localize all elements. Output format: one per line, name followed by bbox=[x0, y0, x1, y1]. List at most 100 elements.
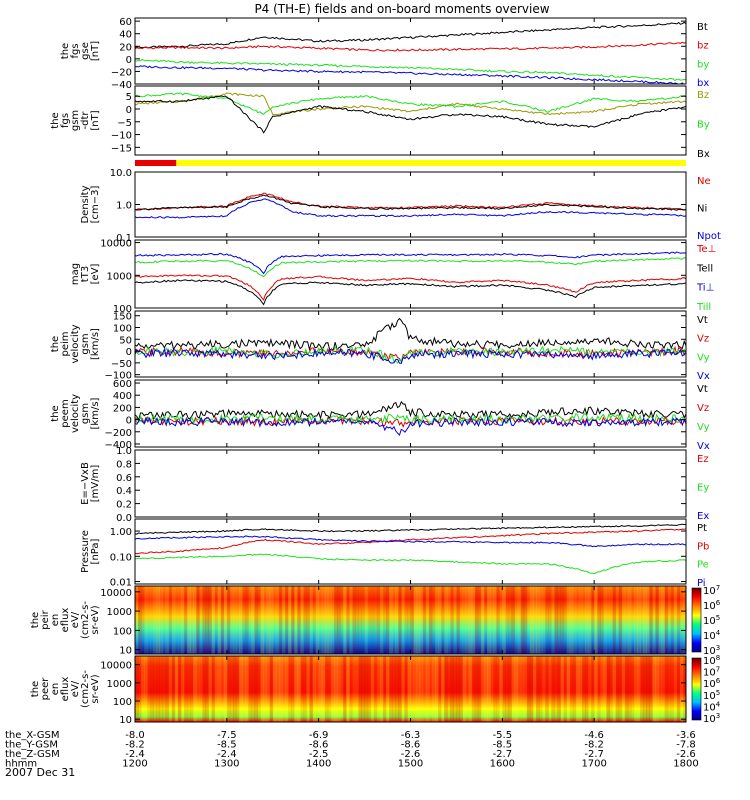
y-axis-label: the peim velocity gsm [km/s] bbox=[50, 324, 101, 363]
ephemeris-value: 1400 bbox=[306, 759, 331, 770]
colorbar-peer_en_eflux bbox=[691, 657, 702, 721]
y-tick-label: 200 bbox=[113, 403, 132, 414]
y-axis-label-line: E=−VxB bbox=[80, 462, 91, 505]
y-axis-label-line: gsm bbox=[80, 403, 91, 424]
legend-label: Te⊥ bbox=[696, 244, 716, 255]
panel-frame bbox=[134, 17, 687, 85]
ephemeris-value: 1500 bbox=[398, 759, 423, 770]
series-line-By bbox=[135, 92, 686, 116]
series-group bbox=[135, 317, 686, 364]
ephemeris-value: -8.6 bbox=[401, 740, 421, 751]
series-line-Te⊥ bbox=[135, 274, 686, 301]
y-tick-label: 0.4 bbox=[116, 486, 132, 497]
y-tick-label: 10000 bbox=[100, 588, 132, 599]
ephemeris-block: the_X-GSM -8.0 -7.5 -6.9 -6.3 -5.5 -4.6 -3.6 the… bbox=[5, 730, 699, 770]
y-axis-label-line: gse bbox=[80, 42, 91, 60]
y-axis-label: the peer en eflux eV/(cm2-s-sr-eV) bbox=[30, 670, 101, 708]
series-line-Vz bbox=[135, 345, 686, 364]
y-axis-label: the fgs gse [nT] bbox=[60, 41, 101, 61]
ephemeris-value: -6.9 bbox=[309, 730, 329, 741]
y-tick-label: 1000 bbox=[107, 607, 132, 618]
legend-label: Vy bbox=[697, 352, 710, 363]
legend-label: Pi bbox=[697, 578, 706, 589]
series-line-Vt bbox=[135, 317, 686, 352]
colorbar-tick-label: 107 bbox=[703, 584, 720, 597]
legend-label: Tell bbox=[696, 263, 713, 274]
status-bar-yellow bbox=[176, 160, 686, 166]
y-axis-label-line: [mV/m] bbox=[90, 465, 101, 503]
y-axis-label-line: Density bbox=[80, 185, 91, 223]
legend-label: Bt bbox=[697, 22, 708, 33]
series-group bbox=[135, 192, 686, 219]
y-tick-label: 0.1 bbox=[116, 233, 132, 244]
y-tick-label: −40 bbox=[111, 80, 132, 91]
panel-frame bbox=[134, 171, 687, 238]
ephemeris-value: 1300 bbox=[214, 759, 239, 770]
legend-label: Vz bbox=[697, 403, 709, 414]
y-axis-label-line: sr-eV) bbox=[90, 674, 101, 703]
y-axis-label-line: en bbox=[50, 614, 61, 627]
legend-label: Vz bbox=[697, 334, 709, 345]
legend-label: Vx bbox=[697, 371, 710, 382]
legend-label: Bz bbox=[697, 90, 709, 101]
y-axis-label: the peir en eflux eV/(cm2-s-sr-eV) bbox=[30, 601, 101, 639]
legend-label: Vx bbox=[697, 441, 710, 452]
series-group bbox=[135, 92, 686, 134]
y-tick-label: 0.8 bbox=[116, 459, 132, 470]
ephemeris-value: -8.0 bbox=[125, 730, 145, 741]
series-line-Tell bbox=[135, 279, 686, 306]
y-tick-label: 5 bbox=[126, 92, 132, 103]
y-axis-label-line: peer bbox=[40, 677, 51, 701]
legend-label: bx bbox=[697, 78, 709, 89]
y-axis-label-line: the bbox=[50, 336, 61, 352]
spectrogram-peir_en_eflux bbox=[135, 586, 686, 654]
series-group bbox=[135, 523, 686, 575]
ephemeris-value: 1800 bbox=[673, 759, 698, 770]
y-tick-label: 100 bbox=[113, 324, 132, 335]
colorbar-tick-label: 105 bbox=[703, 614, 720, 627]
ephemeris-label: the_Z-GSM bbox=[5, 749, 60, 760]
ephemeris-value: -6.3 bbox=[401, 730, 421, 741]
y-axis-label-line: [km/s] bbox=[90, 328, 101, 360]
series-group bbox=[135, 400, 686, 437]
y-axis-label-line: [km/s] bbox=[90, 397, 101, 429]
panel-frame bbox=[134, 239, 687, 309]
y-tick-label: −15 bbox=[111, 143, 132, 154]
ephemeris-value: -7.8 bbox=[676, 740, 696, 751]
series-line-Vx bbox=[135, 416, 686, 437]
legend-label: Ex bbox=[697, 511, 709, 522]
panel-temperature: Te⊥ Tell Ti⊥ Till 100 1000 10000 mag tT3 [eV] bbox=[70, 239, 716, 315]
series-line-Till bbox=[135, 257, 686, 278]
series-line-Bt bbox=[135, 21, 686, 49]
y-axis-label-line: [nPa] bbox=[90, 538, 101, 564]
colorbar-tick-label: 106 bbox=[703, 599, 721, 612]
y-axis-label-line: the bbox=[30, 681, 41, 697]
ephemeris-value: -7.5 bbox=[217, 730, 237, 741]
ephemeris-value: -2.7 bbox=[584, 749, 604, 760]
y-tick-label: 1.0 bbox=[116, 446, 132, 457]
series-line-Vx bbox=[135, 347, 686, 364]
legend-label: Pb bbox=[697, 541, 709, 552]
y-tick-label: 10.0 bbox=[110, 168, 132, 179]
legend-label: By bbox=[697, 120, 710, 131]
legend-label: Ti⊥ bbox=[696, 283, 714, 294]
figure-title: P4 (TH-E) fields and on-board moments ov… bbox=[254, 2, 549, 16]
y-axis-label-line: the bbox=[50, 405, 61, 421]
ephemeris-value: -8.5 bbox=[493, 740, 513, 751]
y-tick-label: 50 bbox=[119, 335, 132, 346]
y-axis-label-line: -dtr bbox=[80, 111, 91, 130]
legend-label: Vt bbox=[697, 384, 708, 395]
y-tick-label: −10 bbox=[111, 131, 132, 142]
y-axis-label-line: peem bbox=[60, 399, 71, 427]
y-axis-label-line: Pressure bbox=[80, 530, 91, 573]
ephemeris-value: -2.4 bbox=[217, 749, 237, 760]
ephemeris-value: -8.6 bbox=[309, 740, 329, 751]
y-axis-label: mag tT3 [eV] bbox=[70, 263, 101, 285]
y-axis-label: the fgs gsm -dtr [nT] bbox=[50, 110, 101, 131]
ephemeris-value: -2.4 bbox=[125, 749, 145, 760]
y-tick-label: −5 bbox=[117, 118, 132, 129]
legend-label: Pt bbox=[697, 523, 707, 534]
y-axis-label: Density [cm−3] bbox=[80, 185, 101, 223]
